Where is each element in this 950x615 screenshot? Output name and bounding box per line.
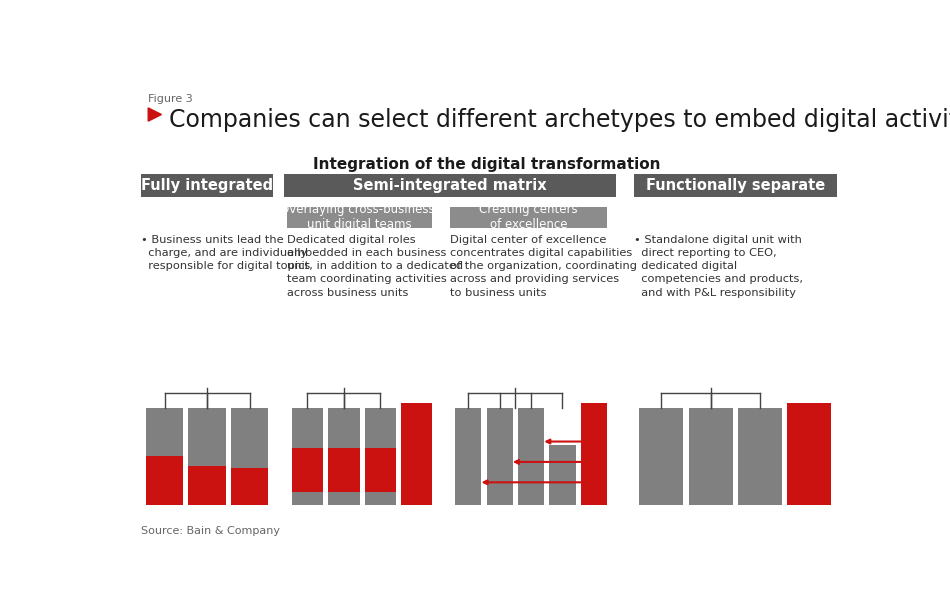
Text: Functionally separate: Functionally separate xyxy=(646,178,825,193)
Text: Digital center of excellence
concentrates digital capabilities
of the organizati: Digital center of excellence concentrate… xyxy=(450,235,637,298)
FancyBboxPatch shape xyxy=(580,403,607,505)
Text: Fully integrated: Fully integrated xyxy=(141,178,274,193)
Text: Figure 3: Figure 3 xyxy=(148,93,193,104)
FancyBboxPatch shape xyxy=(328,492,359,505)
FancyBboxPatch shape xyxy=(788,403,831,505)
Text: Overlaying cross-business-
unit digital teams: Overlaying cross-business- unit digital … xyxy=(280,204,439,231)
FancyBboxPatch shape xyxy=(188,408,226,466)
Polygon shape xyxy=(148,108,162,121)
Text: Companies can select different archetypes to embed digital activities: Companies can select different archetype… xyxy=(169,108,950,132)
FancyBboxPatch shape xyxy=(328,448,359,492)
FancyBboxPatch shape xyxy=(450,207,607,228)
FancyBboxPatch shape xyxy=(146,456,183,505)
FancyBboxPatch shape xyxy=(635,174,837,197)
FancyBboxPatch shape xyxy=(284,174,616,197)
FancyBboxPatch shape xyxy=(401,403,432,505)
FancyBboxPatch shape xyxy=(231,468,268,505)
FancyBboxPatch shape xyxy=(639,408,683,505)
FancyBboxPatch shape xyxy=(455,408,482,505)
FancyBboxPatch shape xyxy=(486,408,513,505)
FancyBboxPatch shape xyxy=(518,408,544,505)
Text: Source: Bain & Company: Source: Bain & Company xyxy=(141,525,280,536)
FancyBboxPatch shape xyxy=(231,408,268,468)
FancyBboxPatch shape xyxy=(287,207,432,228)
FancyBboxPatch shape xyxy=(365,408,396,448)
FancyBboxPatch shape xyxy=(292,492,323,505)
Text: • Business units lead the
  charge, and are individually
  responsible for digit: • Business units lead the charge, and ar… xyxy=(141,235,310,271)
Text: Integration of the digital transformation: Integration of the digital transformatio… xyxy=(314,157,660,172)
Text: Creating centers
of excellence: Creating centers of excellence xyxy=(479,204,578,231)
Text: Semi-integrated matrix: Semi-integrated matrix xyxy=(353,178,547,193)
FancyBboxPatch shape xyxy=(738,408,782,505)
Text: Dedicated digital roles
embedded in each business
unit, in addition to a dedicat: Dedicated digital roles embedded in each… xyxy=(287,235,463,298)
FancyBboxPatch shape xyxy=(549,445,576,505)
Text: • Standalone digital unit with
  direct reporting to CEO,
  dedicated digital
  : • Standalone digital unit with direct re… xyxy=(635,235,803,298)
FancyBboxPatch shape xyxy=(689,408,732,505)
FancyBboxPatch shape xyxy=(146,408,183,456)
FancyBboxPatch shape xyxy=(292,408,323,448)
FancyBboxPatch shape xyxy=(188,466,226,505)
FancyBboxPatch shape xyxy=(365,492,396,505)
FancyBboxPatch shape xyxy=(365,448,396,492)
FancyBboxPatch shape xyxy=(328,408,359,448)
FancyBboxPatch shape xyxy=(292,448,323,492)
FancyBboxPatch shape xyxy=(141,174,274,197)
